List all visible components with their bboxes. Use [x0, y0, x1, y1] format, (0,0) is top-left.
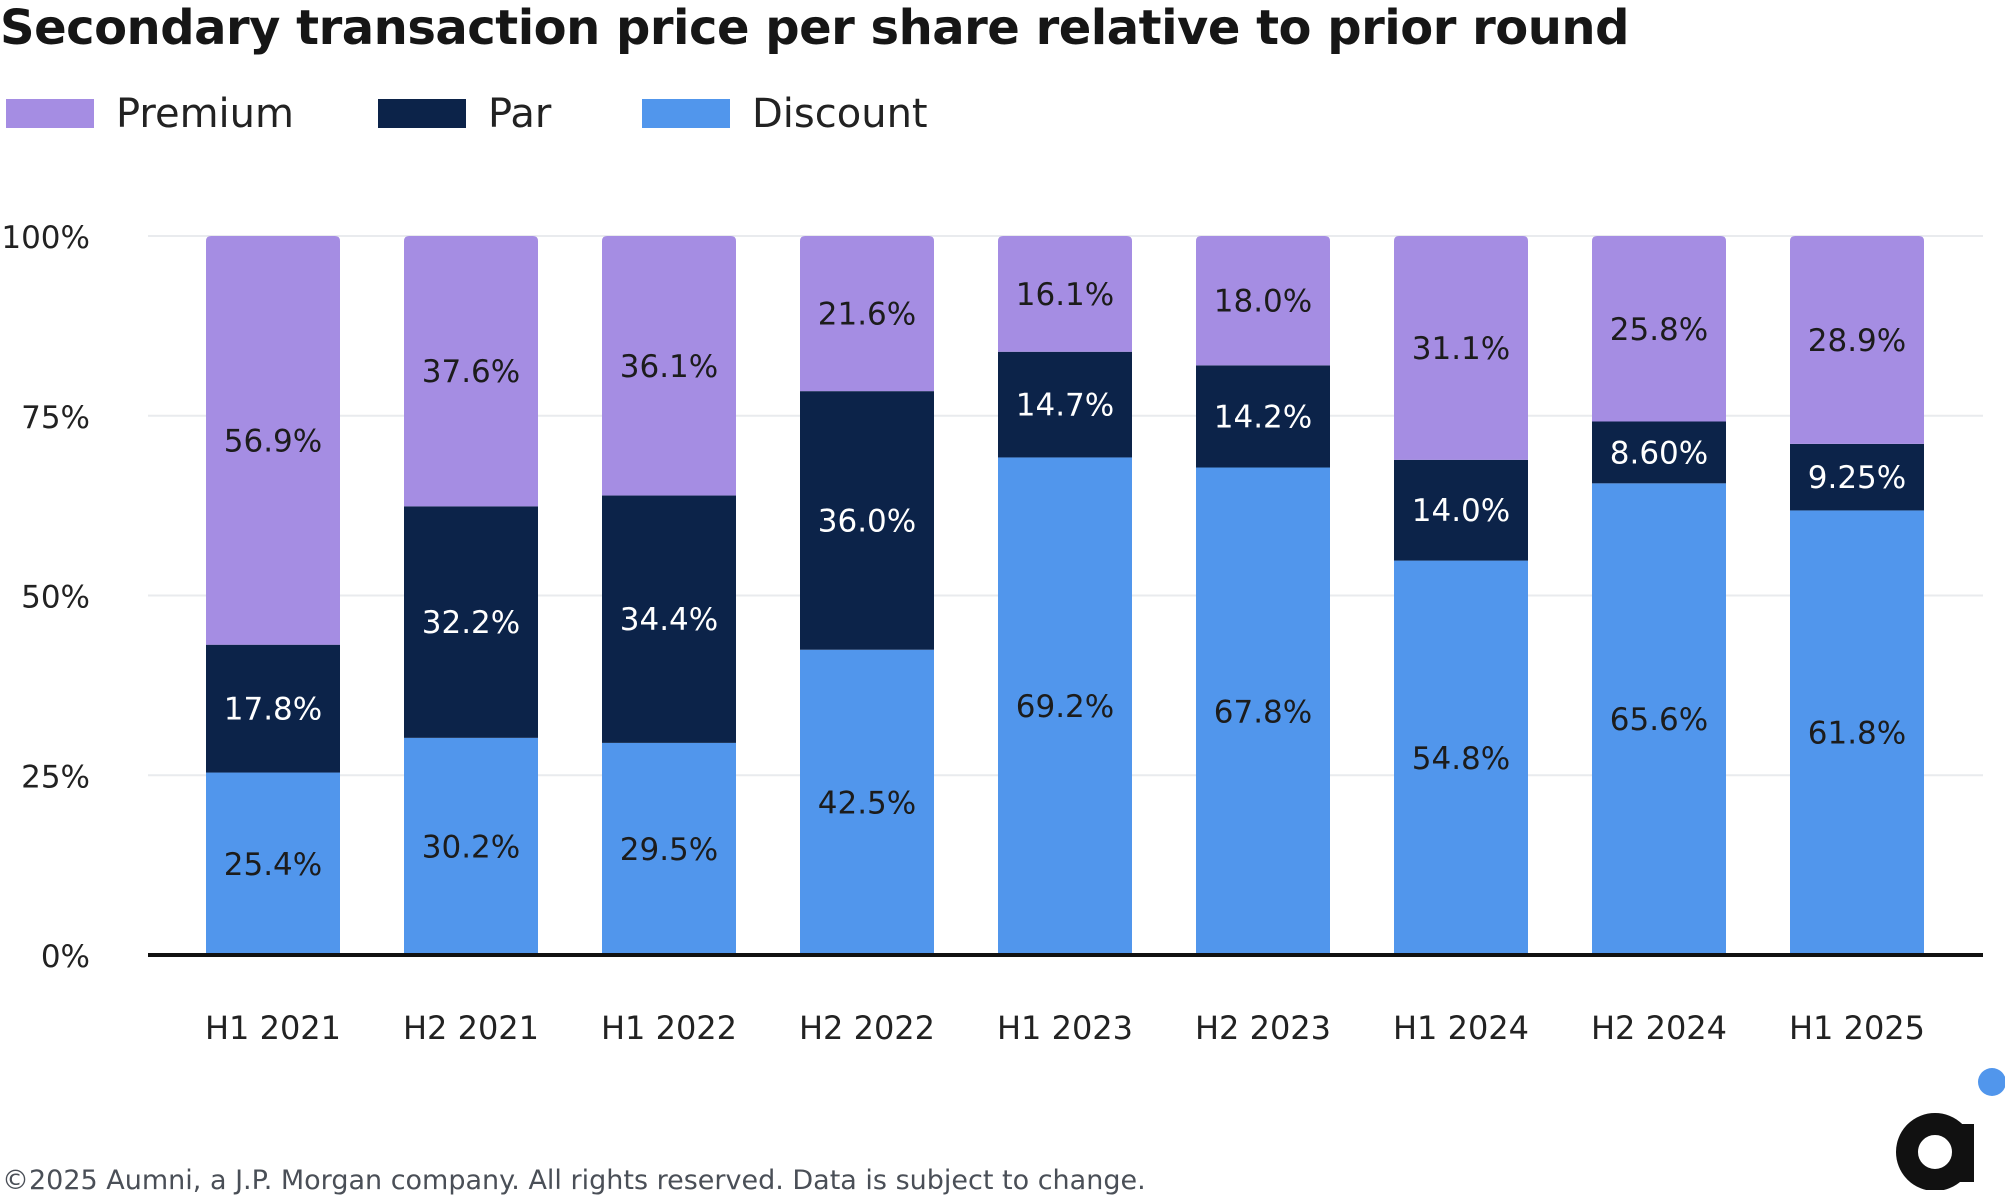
data-label-premium-h1-2023: 16.1% [1016, 277, 1114, 313]
x-tick-label: H2 2024 [1591, 1009, 1727, 1047]
data-label-premium-h2-2021: 37.6% [422, 354, 520, 390]
bar-segment-par-h1-2025 [1790, 443, 1924, 511]
copyright-footer: ©2025 Aumni, a J.P. Morgan company. All … [2, 1165, 1146, 1196]
bar-segment-discount-h1-2021 [206, 772, 340, 955]
x-tick-label: H1 2023 [997, 1009, 1133, 1047]
bar-segment-par-h1-2024 [1394, 459, 1528, 561]
data-label-discount-h2-2021: 30.2% [422, 829, 520, 865]
bar-segment-discount-h1-2022 [602, 742, 736, 955]
data-label-premium-h2-2024: 25.8% [1610, 312, 1708, 348]
data-label-par-h1-2023: 14.7% [1016, 388, 1114, 424]
legend-swatch-par [378, 99, 466, 128]
aumni-logo-icon [1896, 1068, 2005, 1190]
bar-segment-par-h1-2021 [206, 644, 340, 773]
y-tick-label: 25% [21, 759, 90, 795]
bar-segment-premium-h2-2024 [1592, 236, 1726, 422]
bar-segment-discount-h2-2023 [1196, 467, 1330, 955]
legend: Premium Par Discount [6, 91, 928, 137]
legend-label-discount: Discount [752, 91, 928, 137]
chart-title: Secondary transaction price per share re… [0, 0, 1629, 56]
bar-segment-discount-h2-2022 [800, 649, 934, 955]
data-label-discount-h1-2024: 54.8% [1412, 741, 1510, 777]
data-label-premium-h1-2021: 56.9% [224, 423, 322, 459]
data-label-premium-h2-2022: 21.6% [818, 297, 916, 333]
x-tick-label: H2 2023 [1195, 1009, 1331, 1047]
data-label-par-h2-2021: 32.2% [422, 605, 520, 641]
bar-segment-premium-h1-2023 [998, 236, 1132, 352]
x-axis-tick-labels: H1 2021 H2 2021 H1 2022 H2 2022 H1 2023 H2 20… [205, 1009, 1925, 1047]
y-tick-label: 100% [1, 220, 90, 256]
bar-segment-par-h2-2022 [800, 391, 934, 650]
data-label-discount-h2-2024: 65.6% [1610, 702, 1708, 738]
bar-segment-discount-h1-2023 [998, 457, 1132, 955]
bar-segment-par-h2-2023 [1196, 365, 1330, 468]
data-label-discount-h1-2023: 69.2% [1016, 689, 1114, 725]
bar-segment-discount-h2-2024 [1592, 483, 1726, 955]
x-tick-label: H1 2025 [1789, 1009, 1925, 1047]
data-label-discount-h1-2022: 29.5% [620, 832, 718, 868]
y-tick-label: 0% [41, 939, 90, 975]
bar-segment-premium-h1-2021 [206, 236, 340, 645]
bar-segment-par-h1-2023 [998, 351, 1132, 458]
y-tick-label: 50% [21, 580, 90, 616]
bar-segment-premium-h2-2021 [404, 236, 538, 507]
x-tick-label: H2 2022 [799, 1009, 935, 1047]
bar-segment-premium-h2-2023 [1196, 236, 1330, 366]
logo-stem [1952, 1124, 1974, 1182]
data-label-discount-h2-2022: 42.5% [818, 785, 916, 821]
logo-dot [1978, 1068, 2005, 1096]
data-label-premium-h1-2025: 28.9% [1808, 323, 1906, 359]
x-tick-label: H1 2024 [1393, 1009, 1529, 1047]
data-label-par-h2-2024: 8.60% [1610, 435, 1708, 471]
data-label-discount-h1-2025: 61.8% [1808, 716, 1906, 752]
bar-segment-discount-h1-2024 [1394, 560, 1528, 955]
data-labels: 25.4% 17.8% 56.9% 30.2% 32.2% 37.6% 29.5% 34.4%… [224, 277, 1906, 883]
data-label-discount-h2-2023: 67.8% [1214, 694, 1312, 730]
bar-segment-par-h2-2024 [1592, 421, 1726, 484]
data-label-discount-h1-2021: 25.4% [224, 847, 322, 883]
data-label-par-h1-2022: 34.4% [620, 602, 718, 638]
bar-segment-premium-h1-2024 [1394, 236, 1528, 460]
bar-segment-par-h1-2022 [602, 495, 736, 743]
bar-segment-discount-h2-2021 [404, 737, 538, 955]
data-label-par-h1-2021: 17.8% [224, 692, 322, 728]
y-tick-label: 75% [21, 400, 90, 436]
bars [206, 236, 1924, 955]
y-axis-tick-labels: 0% 25% 50% 75% 100% [1, 220, 90, 975]
x-tick-label: H1 2021 [205, 1009, 341, 1047]
legend-label-par: Par [488, 91, 552, 137]
bar-segment-par-h2-2021 [404, 506, 538, 738]
x-tick-label: H1 2022 [601, 1009, 737, 1047]
x-tick-label: H2 2021 [403, 1009, 539, 1047]
legend-label-premium: Premium [116, 91, 294, 137]
data-label-premium-h2-2023: 18.0% [1214, 284, 1312, 320]
data-label-premium-h1-2024: 31.1% [1412, 331, 1510, 367]
data-label-par-h1-2024: 14.0% [1412, 493, 1510, 529]
data-label-par-h1-2025: 9.25% [1808, 460, 1906, 496]
data-label-par-h2-2022: 36.0% [818, 503, 916, 539]
data-label-par-h2-2023: 14.2% [1214, 399, 1312, 435]
bar-segment-premium-h2-2022 [800, 236, 934, 392]
bar-segment-premium-h1-2022 [602, 236, 736, 496]
bar-segment-premium-h1-2025 [1790, 236, 1924, 444]
legend-swatch-premium [6, 99, 94, 128]
bar-segment-discount-h1-2025 [1790, 510, 1924, 955]
data-label-premium-h1-2022: 36.1% [620, 349, 718, 385]
legend-swatch-discount [642, 99, 730, 128]
